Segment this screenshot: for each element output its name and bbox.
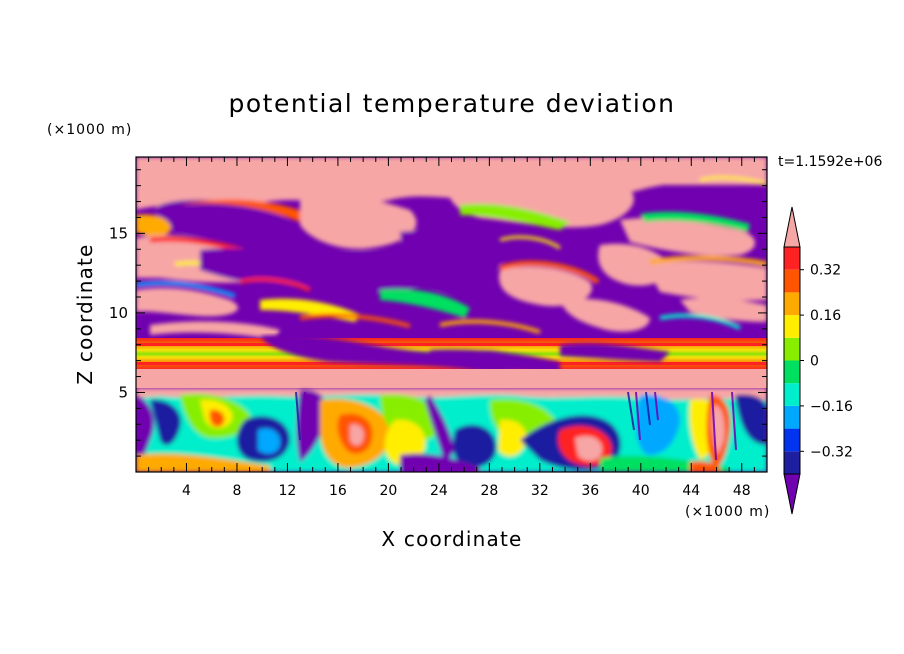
x-tick-label: 40 <box>632 483 650 499</box>
colorbar-segment <box>784 405 800 429</box>
x-tick-label: 36 <box>581 483 599 499</box>
time-label: t=1.1592e+06 <box>778 154 882 170</box>
colorbar-tick-label: −0.32 <box>810 444 853 460</box>
chart-title: potential temperature deviation <box>229 89 676 118</box>
colorbar-segment <box>784 451 800 474</box>
colorbar-segment <box>784 269 800 293</box>
x-tick-label: 32 <box>531 483 549 499</box>
y-tick-label: 5 <box>118 383 128 401</box>
lower-layer <box>136 388 767 472</box>
x-tick-label: 12 <box>279 483 297 499</box>
y-tick-label: 15 <box>109 224 128 242</box>
colorbar-top-triangle <box>783 206 801 248</box>
colorbar-segment <box>784 292 800 316</box>
colorbar-segment <box>784 360 800 384</box>
x-units-label: (×1000 m) <box>685 504 770 520</box>
colorbar-tick-label: 0.16 <box>810 308 841 324</box>
x-tick-label: 44 <box>682 483 700 499</box>
colorbar-segment <box>784 383 800 406</box>
colorbar-tick-label: 0 <box>810 354 819 370</box>
x-tick-label: 16 <box>329 483 347 499</box>
colorbar-segment <box>784 315 800 338</box>
colorbar-segment <box>784 428 800 452</box>
plot-area <box>136 157 767 472</box>
y-tick-label: 10 <box>109 304 128 322</box>
middle-band <box>136 334 767 388</box>
colorbar-segment <box>784 337 800 361</box>
plume-streaks <box>295 391 737 461</box>
colorbar-bottom-triangle <box>783 473 801 515</box>
x-tick-label: 8 <box>232 483 241 499</box>
upper-layer <box>136 157 767 340</box>
x-tick-label: 28 <box>480 483 498 499</box>
colorbar-tick-label: 0.32 <box>810 263 841 279</box>
x-tick-label: 48 <box>733 483 751 499</box>
y-axis: 5 10 15 <box>109 169 767 457</box>
x-tick-label: 20 <box>379 483 397 499</box>
colorbar-segment <box>784 247 800 270</box>
x-tick-label: 4 <box>182 483 191 499</box>
colorbar: 0.32 0.16 0 −0.16 −0.32 <box>783 206 853 515</box>
x-axis-label: X coordinate <box>381 527 522 551</box>
y-units-label: (×1000 m) <box>47 122 132 138</box>
colorbar-tick-label: −0.16 <box>810 399 853 415</box>
y-axis-label: Z coordinate <box>73 243 97 384</box>
x-tick-label: 24 <box>430 483 448 499</box>
x-axis: 4 8 12 16 20 24 28 32 36 40 44 48 <box>148 157 755 499</box>
